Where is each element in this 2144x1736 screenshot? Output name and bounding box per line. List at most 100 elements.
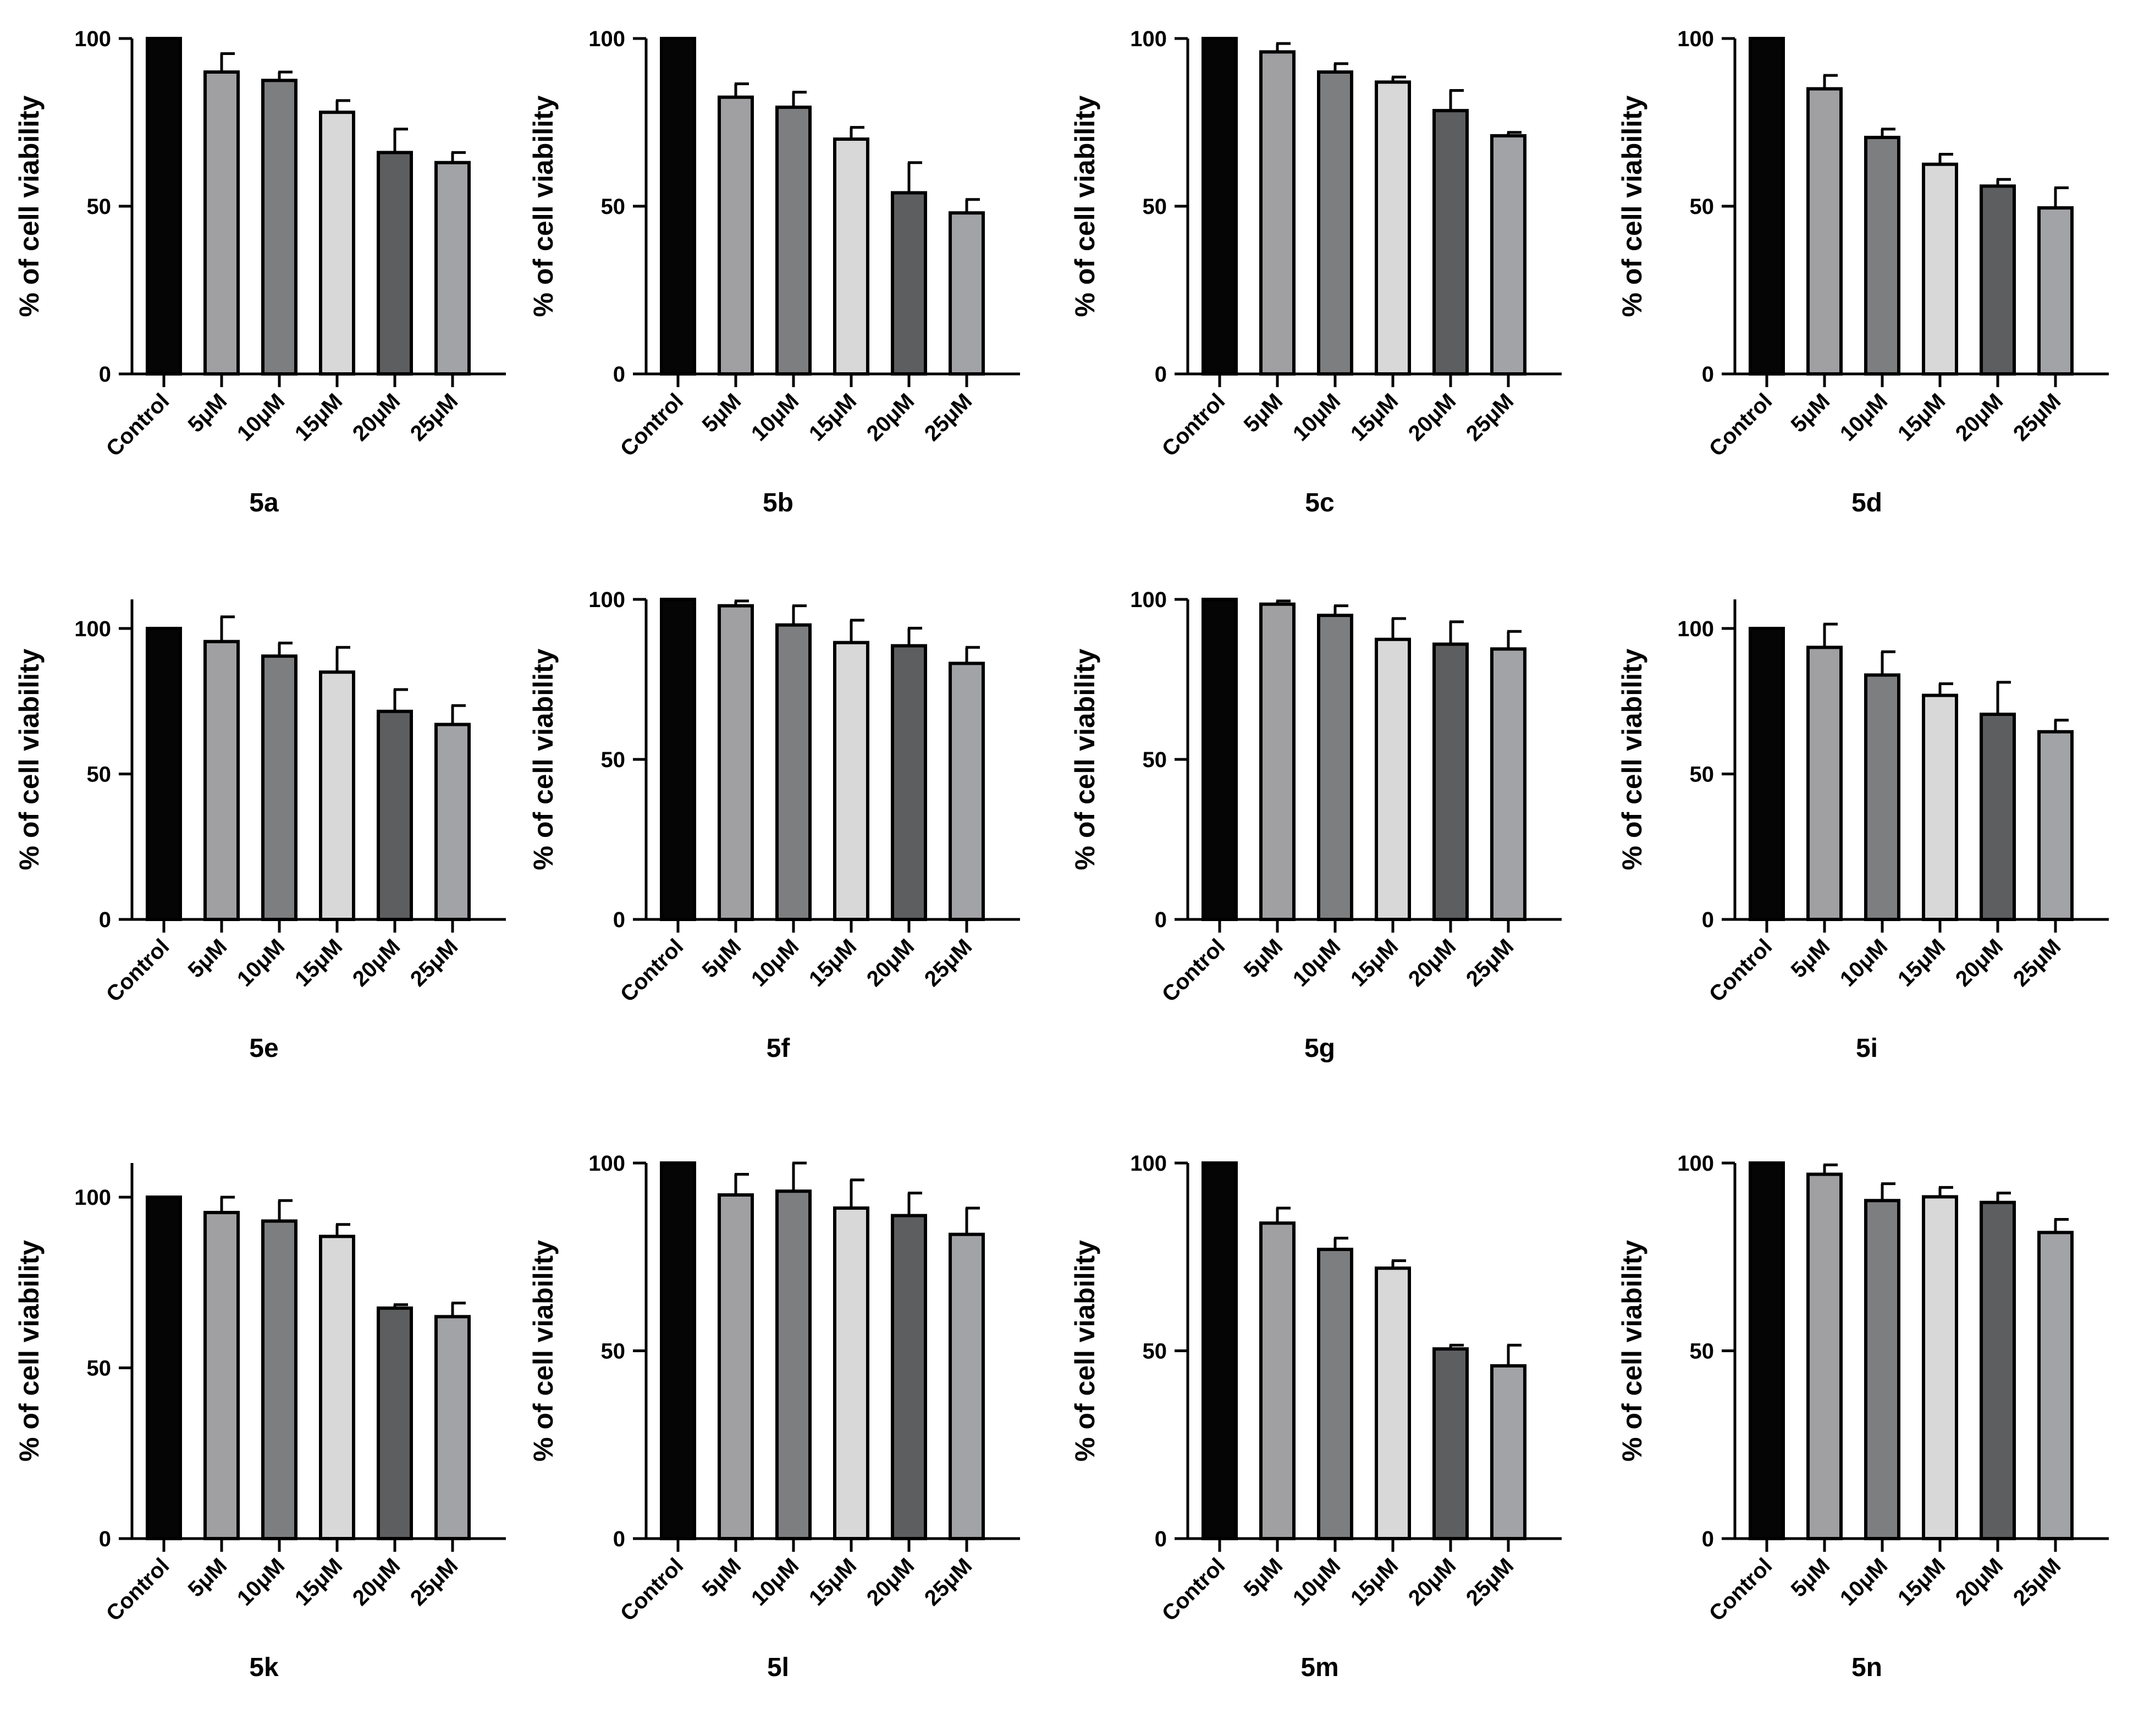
bar-5n-5 bbox=[2037, 1231, 2074, 1540]
bar-5n-2 bbox=[1864, 1199, 1900, 1541]
x-tick-label-5d-3: 15μM bbox=[1893, 389, 1950, 445]
y-axis-title-5c: % of cell viability bbox=[1070, 95, 1100, 317]
y-tick-label-5d-0: 0 bbox=[1702, 362, 1714, 387]
y-tick-label-5g-0: 0 bbox=[1155, 908, 1167, 932]
error-bar-5n-1 bbox=[1823, 1163, 1838, 1175]
x-tick-label-5i-2: 10μM bbox=[1836, 934, 1892, 991]
x-tick-label-5a-3: 15μM bbox=[290, 389, 347, 445]
error-bar-5c-3 bbox=[1391, 75, 1406, 82]
x-tick-label-5f-3: 15μM bbox=[804, 934, 861, 991]
chart-panel-5g: 0 50 100 Control 5μM 10μM 15μM 20μM 25μM % of cel… bbox=[1070, 588, 1562, 1063]
bar-5k-2 bbox=[261, 1219, 297, 1540]
y-axis-title-5g: % of cell viability bbox=[1070, 648, 1100, 870]
bar-5f-3 bbox=[833, 641, 869, 921]
x-tick-label-5b-3: 15μM bbox=[804, 389, 861, 445]
bar-5i-4 bbox=[1980, 712, 2016, 922]
x-tick-label-5f-2: 10μM bbox=[747, 934, 803, 991]
chart-panel-5b: 0 50 100 Control 5μM 10μM 15μM 20μM 25μM % of cel… bbox=[528, 27, 1020, 517]
x-tick-label-5a-0: Control bbox=[102, 389, 174, 461]
x-tick-label-5n-4: 20μM bbox=[1951, 1553, 2008, 1610]
error-bar-5f-1 bbox=[734, 599, 749, 606]
error-bar-5d-1 bbox=[1823, 74, 1838, 89]
error-bar-5g-2 bbox=[1333, 604, 1348, 616]
error-bar-5c-1 bbox=[1276, 42, 1291, 52]
error-bar-5n-5 bbox=[2054, 1217, 2069, 1233]
x-tick-label-5b-5: 25μM bbox=[920, 389, 977, 445]
y-axis-title-5b: % of cell viability bbox=[528, 95, 559, 317]
bar-5e-4 bbox=[377, 709, 413, 921]
bar-5g-5 bbox=[1490, 647, 1526, 921]
x-tick-label-5e-1: 5μM bbox=[184, 934, 232, 983]
x-tick-label-5k-4: 20μM bbox=[348, 1553, 405, 1610]
y-tick-label-5l-1: 50 bbox=[601, 1340, 626, 1364]
error-bar-5g-4 bbox=[1449, 620, 1464, 644]
x-tick-label-5i-0: Control bbox=[1705, 934, 1777, 1007]
x-tick-label-5c-1: 5μM bbox=[1239, 389, 1288, 437]
y-tick-label-5i-1: 50 bbox=[1690, 762, 1715, 786]
bar-5i-5 bbox=[2037, 730, 2074, 921]
panel-label-5f: 5f bbox=[767, 1034, 791, 1063]
error-bar-5i-2 bbox=[1881, 650, 1895, 675]
y-tick-label-5c-1: 50 bbox=[1143, 195, 1167, 219]
panel-label-5e: 5e bbox=[249, 1034, 278, 1063]
bar-5b-5 bbox=[949, 211, 985, 376]
bar-5m-0 bbox=[1201, 1161, 1238, 1540]
x-tick-label-5k-3: 15μM bbox=[290, 1553, 347, 1610]
x-tick-label-5i-1: 5μM bbox=[1787, 934, 1835, 983]
x-tick-label-5b-4: 20μM bbox=[862, 389, 919, 445]
x-tick-label-5n-1: 5μM bbox=[1787, 1553, 1835, 1602]
y-tick-label-5n-1: 50 bbox=[1690, 1340, 1715, 1364]
bar-5n-0 bbox=[1749, 1161, 1785, 1540]
x-tick-label-5n-0: Control bbox=[1705, 1553, 1777, 1626]
chart-panel-5m: 0 50 100 Control 5μM 10μM 15μM 20μM 25μM % of cel… bbox=[1070, 1151, 1562, 1682]
y-tick-label-5a-2: 100 bbox=[74, 27, 111, 51]
error-bar-5k-2 bbox=[278, 1199, 293, 1221]
bar-5m-5 bbox=[1490, 1364, 1526, 1541]
bar-5c-4 bbox=[1432, 109, 1469, 376]
chart-panel-5c: 0 50 100 Control 5μM 10μM 15μM 20μM 25μM % of cel… bbox=[1070, 27, 1562, 517]
x-tick-label-5c-5: 25μM bbox=[1462, 389, 1518, 445]
bar-5k-0 bbox=[146, 1195, 182, 1540]
x-tick-label-5m-0: Control bbox=[1158, 1553, 1230, 1626]
x-tick-label-5f-5: 25μM bbox=[920, 934, 977, 991]
bar-5e-5 bbox=[434, 723, 471, 921]
error-bar-5i-5 bbox=[2054, 719, 2069, 732]
x-tick-label-5e-2: 10μM bbox=[233, 934, 289, 991]
x-tick-label-5k-5: 25μM bbox=[406, 1553, 462, 1610]
bar-5l-0 bbox=[660, 1161, 696, 1540]
bar-5k-3 bbox=[319, 1235, 355, 1540]
bar-5n-3 bbox=[1922, 1195, 1958, 1540]
x-tick-label-5l-4: 20μM bbox=[862, 1553, 919, 1610]
y-tick-label-5c-0: 0 bbox=[1155, 362, 1167, 387]
y-axis-title-5e: % of cell viability bbox=[14, 648, 45, 870]
bar-5l-3 bbox=[833, 1206, 869, 1540]
chart-panel-5i: 0 50 100 Control 5μM 10μM 15μM 20μM 25μM % of cel… bbox=[1617, 599, 2109, 1063]
x-tick-label-5g-1: 5μM bbox=[1239, 934, 1288, 983]
x-tick-label-5i-4: 20μM bbox=[1951, 934, 2008, 991]
error-bar-5e-3 bbox=[335, 646, 350, 673]
bar-5f-5 bbox=[949, 662, 985, 922]
x-tick-label-5c-4: 20μM bbox=[1404, 389, 1460, 445]
bar-5b-0 bbox=[660, 37, 696, 376]
bar-5n-1 bbox=[1806, 1172, 1843, 1540]
error-bar-5e-1 bbox=[220, 615, 235, 642]
bar-5b-2 bbox=[775, 106, 812, 376]
x-tick-label-5a-2: 10μM bbox=[233, 389, 289, 445]
y-tick-label-5f-2: 100 bbox=[588, 588, 625, 612]
y-tick-label-5i-2: 100 bbox=[1677, 617, 1714, 641]
panel-label-5l: 5l bbox=[767, 1653, 789, 1682]
y-axis-title-5d: % of cell viability bbox=[1617, 95, 1647, 317]
x-tick-label-5b-1: 5μM bbox=[698, 389, 746, 437]
x-tick-label-5d-1: 5μM bbox=[1787, 389, 1835, 437]
x-tick-label-5l-0: Control bbox=[616, 1553, 688, 1626]
panel-label-5c: 5c bbox=[1305, 488, 1334, 517]
x-tick-label-5i-3: 15μM bbox=[1893, 934, 1950, 991]
y-tick-label-5n-2: 100 bbox=[1677, 1151, 1714, 1176]
y-tick-label-5i-0: 0 bbox=[1702, 908, 1714, 932]
y-axis-title-5a: % of cell viability bbox=[14, 95, 45, 317]
error-bar-5k-5 bbox=[451, 1302, 466, 1317]
y-axis-title-5m: % of cell viability bbox=[1070, 1240, 1100, 1462]
bar-5m-4 bbox=[1432, 1347, 1469, 1540]
panel-label-5m: 5m bbox=[1300, 1653, 1338, 1682]
error-bar-5n-3 bbox=[1938, 1186, 1953, 1197]
